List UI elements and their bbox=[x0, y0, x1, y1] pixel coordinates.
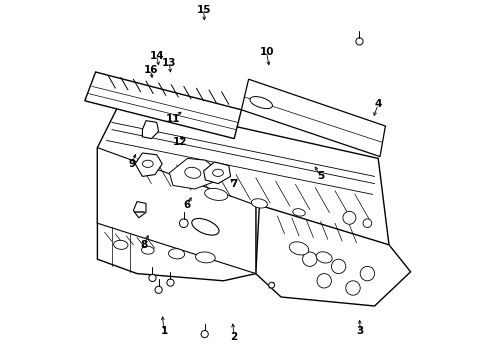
Text: 11: 11 bbox=[166, 114, 180, 124]
Text: 16: 16 bbox=[144, 65, 158, 75]
Ellipse shape bbox=[142, 246, 154, 254]
Polygon shape bbox=[242, 79, 386, 157]
Text: 15: 15 bbox=[196, 5, 211, 15]
Polygon shape bbox=[135, 153, 162, 176]
Text: 6: 6 bbox=[184, 200, 191, 210]
Circle shape bbox=[356, 38, 363, 45]
Circle shape bbox=[269, 282, 274, 288]
Text: 1: 1 bbox=[160, 326, 168, 336]
Circle shape bbox=[179, 219, 188, 228]
Polygon shape bbox=[85, 72, 242, 139]
Ellipse shape bbox=[250, 96, 272, 109]
Text: 5: 5 bbox=[317, 171, 324, 181]
Ellipse shape bbox=[185, 167, 201, 178]
Text: 13: 13 bbox=[162, 58, 177, 68]
Circle shape bbox=[167, 279, 174, 286]
Ellipse shape bbox=[293, 209, 305, 216]
Ellipse shape bbox=[213, 169, 223, 176]
Text: 14: 14 bbox=[149, 51, 164, 61]
Polygon shape bbox=[143, 121, 159, 139]
Ellipse shape bbox=[114, 240, 128, 249]
Circle shape bbox=[331, 259, 346, 274]
Text: 12: 12 bbox=[173, 137, 188, 147]
Circle shape bbox=[149, 274, 156, 282]
Circle shape bbox=[346, 281, 360, 295]
Ellipse shape bbox=[192, 219, 219, 235]
Text: 10: 10 bbox=[259, 47, 274, 57]
Text: 9: 9 bbox=[128, 159, 135, 169]
Text: 2: 2 bbox=[231, 332, 238, 342]
Ellipse shape bbox=[316, 252, 332, 263]
Polygon shape bbox=[256, 205, 411, 306]
Circle shape bbox=[155, 286, 162, 293]
Circle shape bbox=[343, 211, 356, 224]
Text: 3: 3 bbox=[357, 326, 364, 336]
Circle shape bbox=[363, 219, 372, 228]
Text: 7: 7 bbox=[230, 179, 238, 189]
Ellipse shape bbox=[143, 160, 153, 167]
Text: 8: 8 bbox=[141, 240, 148, 250]
Ellipse shape bbox=[251, 199, 268, 208]
Circle shape bbox=[201, 330, 208, 338]
Ellipse shape bbox=[289, 242, 309, 255]
Circle shape bbox=[317, 274, 331, 288]
Polygon shape bbox=[170, 158, 216, 189]
Polygon shape bbox=[98, 205, 256, 281]
Ellipse shape bbox=[169, 249, 185, 259]
Polygon shape bbox=[98, 101, 389, 274]
Polygon shape bbox=[204, 162, 231, 184]
Circle shape bbox=[360, 266, 374, 281]
Circle shape bbox=[303, 252, 317, 266]
Polygon shape bbox=[133, 202, 146, 218]
Ellipse shape bbox=[205, 188, 228, 201]
Ellipse shape bbox=[196, 252, 215, 263]
Polygon shape bbox=[98, 148, 256, 274]
Text: 4: 4 bbox=[374, 99, 382, 109]
